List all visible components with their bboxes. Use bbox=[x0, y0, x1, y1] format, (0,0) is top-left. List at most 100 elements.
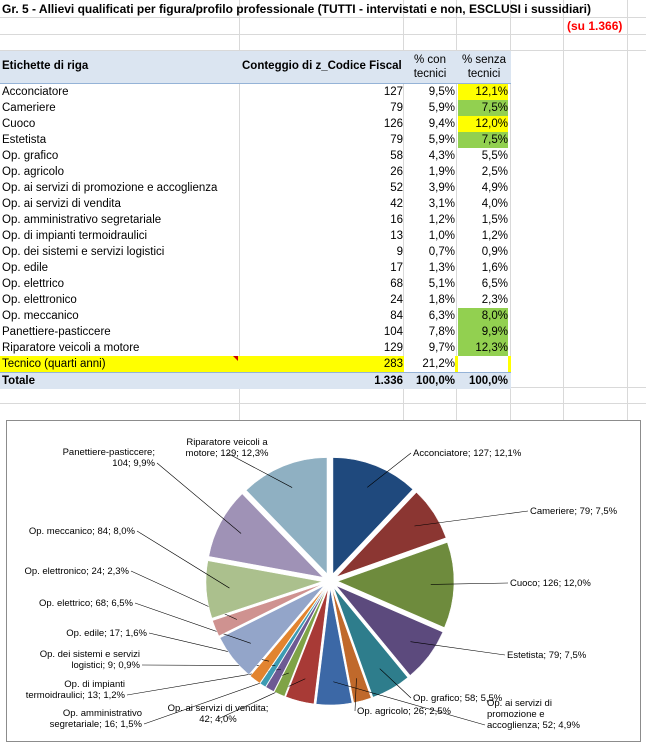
cell-pct-with[interactable]: 1,9% bbox=[428, 166, 455, 178]
cell-count[interactable]: 84 bbox=[390, 310, 403, 322]
cell-count[interactable]: 79 bbox=[390, 134, 403, 146]
cell-label[interactable]: Op. meccanico bbox=[2, 310, 79, 322]
pie-slice[interactable] bbox=[205, 560, 323, 619]
header-row-labels[interactable]: Etichette di riga bbox=[2, 60, 89, 72]
pie-slice[interactable] bbox=[265, 587, 327, 692]
table-row-tecnico[interactable]: Tecnico (quarti anni) 283 21,2% bbox=[0, 356, 511, 372]
table-row[interactable]: Op. meccanico 84 6,3% 8,0% bbox=[0, 308, 511, 324]
cell-count[interactable]: 9 bbox=[396, 246, 403, 258]
cell-pct-without[interactable]: 6,5% bbox=[481, 278, 508, 290]
cell-label[interactable]: Panettiere-pasticcere bbox=[2, 326, 111, 338]
pie-slice[interactable] bbox=[331, 588, 372, 703]
pie-slice[interactable] bbox=[333, 587, 409, 698]
cell-pct-without[interactable]: 9,9% bbox=[458, 324, 508, 340]
cell-pct-with[interactable]: 0,7% bbox=[428, 246, 455, 258]
cell-count[interactable]: 104 bbox=[383, 326, 403, 338]
table-row[interactable]: Op. amministrativo segretariale 16 1,2% 1,5… bbox=[0, 212, 511, 228]
pie-slice[interactable] bbox=[337, 542, 455, 628]
cell-pct-without[interactable]: 100,0% bbox=[468, 375, 508, 387]
table-row[interactable]: Op. di impianti termoidraulici 13 1,0% 1,2% bbox=[0, 228, 511, 244]
table-row[interactable]: Op. dei sistemi e servizi logistici 9 0,7%… bbox=[0, 244, 511, 260]
cell-label[interactable]: Tecnico (quarti anni) bbox=[2, 358, 106, 370]
cell-pct-with[interactable]: 9,5% bbox=[428, 86, 455, 98]
cell-pct-with[interactable]: 1,3% bbox=[428, 262, 455, 274]
pie-chart[interactable]: Acconciatore; 127; 12,1% Cameriere; 79; 7… bbox=[6, 420, 641, 742]
cell-pct-with[interactable]: 5,9% bbox=[428, 134, 455, 146]
cell-pct-without[interactable]: 4,0% bbox=[481, 198, 508, 210]
table-row[interactable]: Acconciatore 127 9,5% 12,1% bbox=[0, 84, 511, 100]
cell-pct-without[interactable]: 7,5% bbox=[458, 100, 508, 116]
header-count[interactable]: Conteggio di z_Codice Fiscal bbox=[242, 60, 402, 72]
cell-count[interactable]: 24 bbox=[390, 294, 403, 306]
cell-label[interactable]: Op. dei sistemi e servizi logistici bbox=[2, 246, 165, 258]
pie-slice[interactable] bbox=[332, 457, 414, 575]
cell-label[interactable]: Op. grafico bbox=[2, 150, 59, 162]
cell-label[interactable]: Op. edile bbox=[2, 262, 49, 274]
cell-label[interactable]: Op. ai servizi di promozione e accoglien… bbox=[2, 182, 218, 194]
table-row[interactable]: Op. elettrico 68 5,1% 6,5% bbox=[0, 276, 511, 292]
cell-pct-without[interactable]: 0,9% bbox=[481, 246, 508, 258]
cell-pct-with[interactable]: 9,7% bbox=[428, 342, 455, 354]
cell-label[interactable]: Riparatore veicoli a motore bbox=[2, 342, 140, 354]
cell-pct-with[interactable]: 7,8% bbox=[428, 326, 455, 338]
pie-slice[interactable] bbox=[336, 585, 444, 676]
table-row[interactable]: Op. elettronico 24 1,8% 2,3% bbox=[0, 292, 511, 308]
pie-slice[interactable] bbox=[274, 588, 327, 697]
cell-count[interactable]: 13 bbox=[390, 230, 403, 242]
pie-slice[interactable] bbox=[245, 457, 328, 575]
cell-pct-without[interactable]: 12,3% bbox=[458, 340, 508, 356]
cell-pct-without[interactable] bbox=[458, 356, 508, 372]
pie-slice[interactable] bbox=[208, 493, 324, 578]
cell-pct-with[interactable]: 100,0% bbox=[415, 375, 455, 387]
cell-count[interactable]: 129 bbox=[383, 342, 403, 354]
cell-label[interactable]: Op. agricolo bbox=[2, 166, 65, 178]
cell-pct-with[interactable]: 9,4% bbox=[428, 118, 455, 130]
cell-pct-with[interactable]: 5,1% bbox=[428, 278, 455, 290]
header-pct-without[interactable]: % senza tecnici bbox=[461, 54, 507, 80]
pie-slice[interactable] bbox=[212, 583, 323, 637]
cell-count[interactable]: 58 bbox=[390, 150, 403, 162]
cell-count[interactable]: 68 bbox=[390, 278, 403, 290]
cell-pct-with[interactable]: 6,3% bbox=[428, 310, 455, 322]
cell-pct-with[interactable]: 4,3% bbox=[428, 150, 455, 162]
cell-pct-with[interactable]: 1,2% bbox=[428, 214, 455, 226]
table-row[interactable]: Op. agricolo 26 1,9% 2,5% bbox=[0, 164, 511, 180]
cell-count[interactable]: 42 bbox=[390, 198, 403, 210]
pie-slice[interactable] bbox=[259, 587, 326, 688]
cell-pct-without[interactable]: 1,6% bbox=[481, 262, 508, 274]
pie-slice[interactable] bbox=[219, 585, 324, 675]
cell-pct-without[interactable]: 2,5% bbox=[481, 166, 508, 178]
cell-count[interactable]: 1.336 bbox=[374, 375, 403, 387]
cell-pct-without[interactable]: 4,9% bbox=[481, 182, 508, 194]
table-row[interactable]: Cameriere 79 5,9% 7,5% bbox=[0, 100, 511, 116]
cell-pct-with[interactable]: 1,0% bbox=[428, 230, 455, 242]
pie-slice[interactable] bbox=[249, 587, 326, 684]
cell-pct-with[interactable]: 3,1% bbox=[428, 198, 455, 210]
cell-label[interactable]: Op. di impianti termoidraulici bbox=[2, 230, 148, 242]
table-row[interactable]: Op. grafico 58 4,3% 5,5% bbox=[0, 148, 511, 164]
cell-count[interactable]: 17 bbox=[390, 262, 403, 274]
cell-pct-without[interactable]: 12,0% bbox=[458, 116, 508, 132]
header-pct-with[interactable]: % con tecnici bbox=[413, 54, 447, 80]
cell-pct-with[interactable]: 5,9% bbox=[428, 102, 455, 114]
table-row[interactable]: Cuoco 126 9,4% 12,0% bbox=[0, 116, 511, 132]
cell-label[interactable]: Op. elettrico bbox=[2, 278, 64, 290]
cell-count[interactable]: 127 bbox=[383, 86, 403, 98]
cell-count[interactable]: 283 bbox=[383, 358, 403, 370]
table-row[interactable]: Op. ai servizi di vendita 42 3,1% 4,0% bbox=[0, 196, 511, 212]
table-row[interactable]: Estetista 79 5,9% 7,5% bbox=[0, 132, 511, 148]
cell-count[interactable]: 79 bbox=[390, 102, 403, 114]
cell-label[interactable]: Estetista bbox=[2, 134, 47, 146]
cell-count[interactable]: 126 bbox=[383, 118, 403, 130]
cell-pct-without[interactable]: 8,0% bbox=[458, 308, 508, 324]
cell-pct-without[interactable]: 12,1% bbox=[458, 84, 508, 100]
table-row[interactable]: Panettiere-pasticcere 104 7,8% 9,9% bbox=[0, 324, 511, 340]
cell-label[interactable]: Cameriere bbox=[2, 102, 56, 114]
cell-count[interactable]: 52 bbox=[390, 182, 403, 194]
cell-pct-with[interactable]: 21,2% bbox=[404, 356, 455, 372]
cell-label[interactable]: Acconciatore bbox=[2, 86, 69, 98]
cell-pct-without[interactable]: 7,5% bbox=[458, 132, 508, 148]
cell-pct-without[interactable]: 2,3% bbox=[481, 294, 508, 306]
cell-pct-without[interactable]: 1,5% bbox=[481, 214, 508, 226]
table-row[interactable]: Op. ai servizi di promozione e accoglien… bbox=[0, 180, 511, 196]
